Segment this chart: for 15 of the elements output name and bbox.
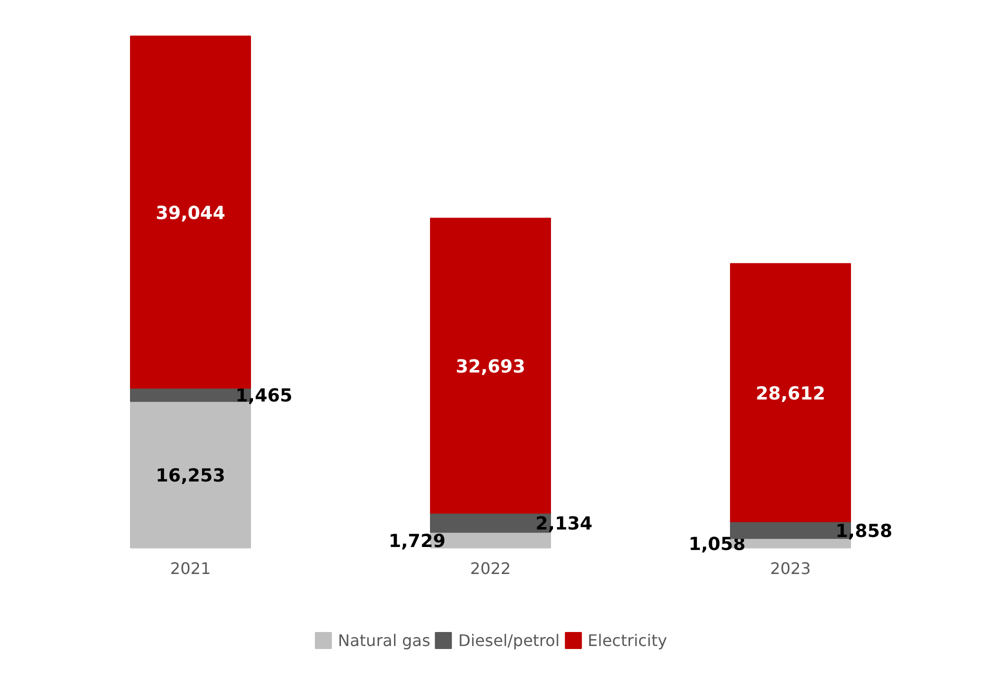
bar [730,263,851,522]
data-label: 39,044 [156,203,226,224]
data-label: 32,693 [456,356,526,378]
bar [430,218,551,514]
bar [130,36,251,389]
data-label: 1,729 [388,531,446,552]
data-label: 28,612 [756,384,826,405]
legend-label: Diesel/petrol [458,630,560,650]
x-tick-label: 2023 [770,558,811,578]
data-label: 1,058 [688,534,746,556]
legend-label: Natural gas [338,630,430,650]
x-tick-label: 2022 [470,558,511,578]
legend-label: Electricity [588,630,668,650]
x-tick-label: 2021 [170,558,211,578]
data-label: 16,253 [156,466,226,487]
